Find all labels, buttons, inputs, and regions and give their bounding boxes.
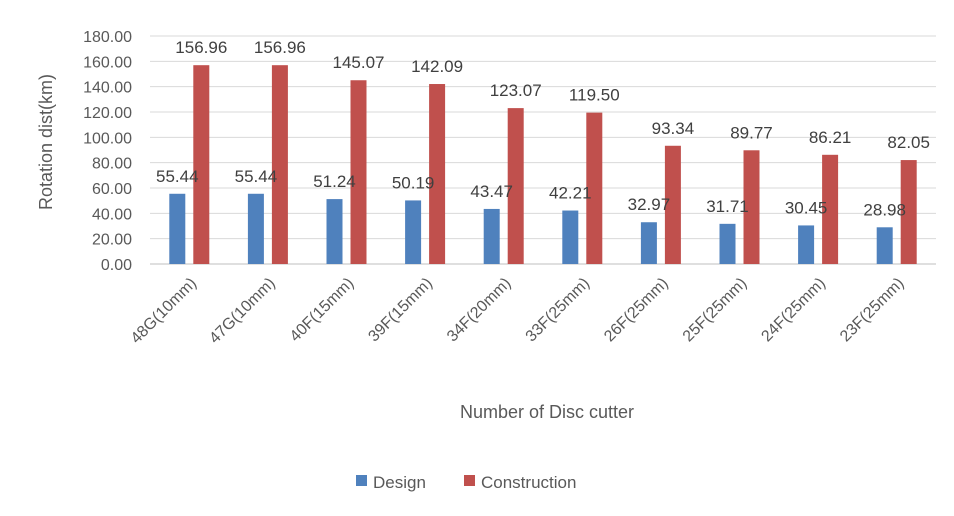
- data-label-design: 55.44: [235, 167, 278, 186]
- x-tick-label: 23F(25mm): [837, 275, 907, 345]
- x-tick-label: 34F(20mm): [444, 275, 514, 345]
- bar-design: [326, 199, 343, 264]
- data-label-construction: 93.34: [652, 119, 695, 138]
- bar-construction: [507, 108, 524, 265]
- y-tick-label: 40.00: [92, 206, 132, 223]
- bar-construction: [586, 112, 603, 264]
- gridlines: [150, 35, 936, 265]
- data-label-design: 43.47: [470, 182, 513, 201]
- legend-label-design: Design: [373, 473, 426, 492]
- y-tick-label: 180.00: [83, 29, 132, 46]
- x-tick-label: 39F(15mm): [365, 275, 435, 345]
- legend-label-construction: Construction: [481, 473, 576, 492]
- data-label-construction: 156.96: [254, 38, 306, 57]
- bar-construction: [664, 145, 681, 264]
- x-axis-title: Number of Disc cutter: [460, 402, 634, 422]
- x-axis-ticks: 48G(10mm) 47G(10mm) 40F(15mm) 39F(15mm) 34F(…: [128, 275, 908, 347]
- data-label-design: 31.71: [706, 197, 749, 216]
- legend: Design Construction: [356, 473, 576, 492]
- x-tick-label: 48G(10mm): [128, 275, 200, 347]
- bar-construction: [900, 160, 917, 264]
- bar-construction: [822, 154, 839, 264]
- y-tick-label: 0.00: [101, 257, 132, 274]
- bar-design: [562, 210, 579, 264]
- y-axis-ticks: 0.00 20.00 40.00 60.00 80.00 100.00 120.00 140.…: [83, 29, 132, 274]
- bar-design: [798, 225, 815, 264]
- bars: [169, 65, 917, 265]
- data-labels: 55.44 156.96 55.44 156.96 51.24 145.07 50.19 14…: [156, 38, 930, 219]
- bar-design: [169, 193, 186, 264]
- legend-swatch-design: [356, 475, 367, 486]
- y-axis-title: Rotation dist(km): [36, 74, 56, 210]
- data-label-design: 42.21: [549, 184, 592, 203]
- y-tick-label: 140.00: [83, 80, 132, 97]
- y-tick-label: 20.00: [92, 232, 132, 249]
- bar-construction: [271, 65, 288, 265]
- data-label-construction: 86.21: [809, 128, 852, 147]
- legend-swatch-construction: [464, 475, 475, 486]
- data-label-design: 28.98: [863, 200, 906, 219]
- bar-construction: [350, 80, 367, 265]
- data-label-design: 32.97: [628, 195, 671, 214]
- bar-construction: [193, 65, 210, 265]
- bar-design: [247, 193, 264, 264]
- bar-construction: [429, 84, 446, 264]
- bar-design: [719, 223, 736, 264]
- bar-design: [483, 208, 500, 264]
- bar-design: [405, 200, 422, 264]
- data-label-construction: 156.96: [175, 38, 227, 57]
- data-label-construction: 82.05: [887, 133, 930, 152]
- data-label-construction: 145.07: [333, 53, 385, 72]
- y-tick-label: 80.00: [92, 156, 132, 173]
- data-label-construction: 123.07: [490, 81, 542, 100]
- y-tick-label: 120.00: [83, 105, 132, 122]
- x-tick-label: 47G(10mm): [206, 275, 278, 347]
- data-label-design: 51.24: [313, 172, 356, 191]
- x-tick-label: 25F(25mm): [680, 275, 750, 345]
- data-label-construction: 89.77: [730, 123, 773, 142]
- x-tick-label: 40F(15mm): [287, 275, 357, 345]
- data-label-construction: 142.09: [411, 57, 463, 76]
- x-tick-label: 26F(25mm): [601, 275, 671, 345]
- y-tick-label: 160.00: [83, 54, 132, 71]
- x-tick-label: 24F(25mm): [758, 275, 828, 345]
- data-label-construction: 119.50: [569, 86, 620, 105]
- bar-construction: [743, 150, 760, 264]
- data-label-design: 55.44: [156, 167, 199, 186]
- y-tick-label: 100.00: [83, 130, 132, 147]
- data-label-design: 30.45: [785, 198, 828, 217]
- bar-design: [876, 227, 893, 264]
- bar-design: [640, 222, 657, 264]
- y-tick-label: 60.00: [92, 181, 132, 198]
- data-label-design: 50.19: [392, 173, 435, 192]
- x-tick-label: 33F(25mm): [523, 275, 593, 345]
